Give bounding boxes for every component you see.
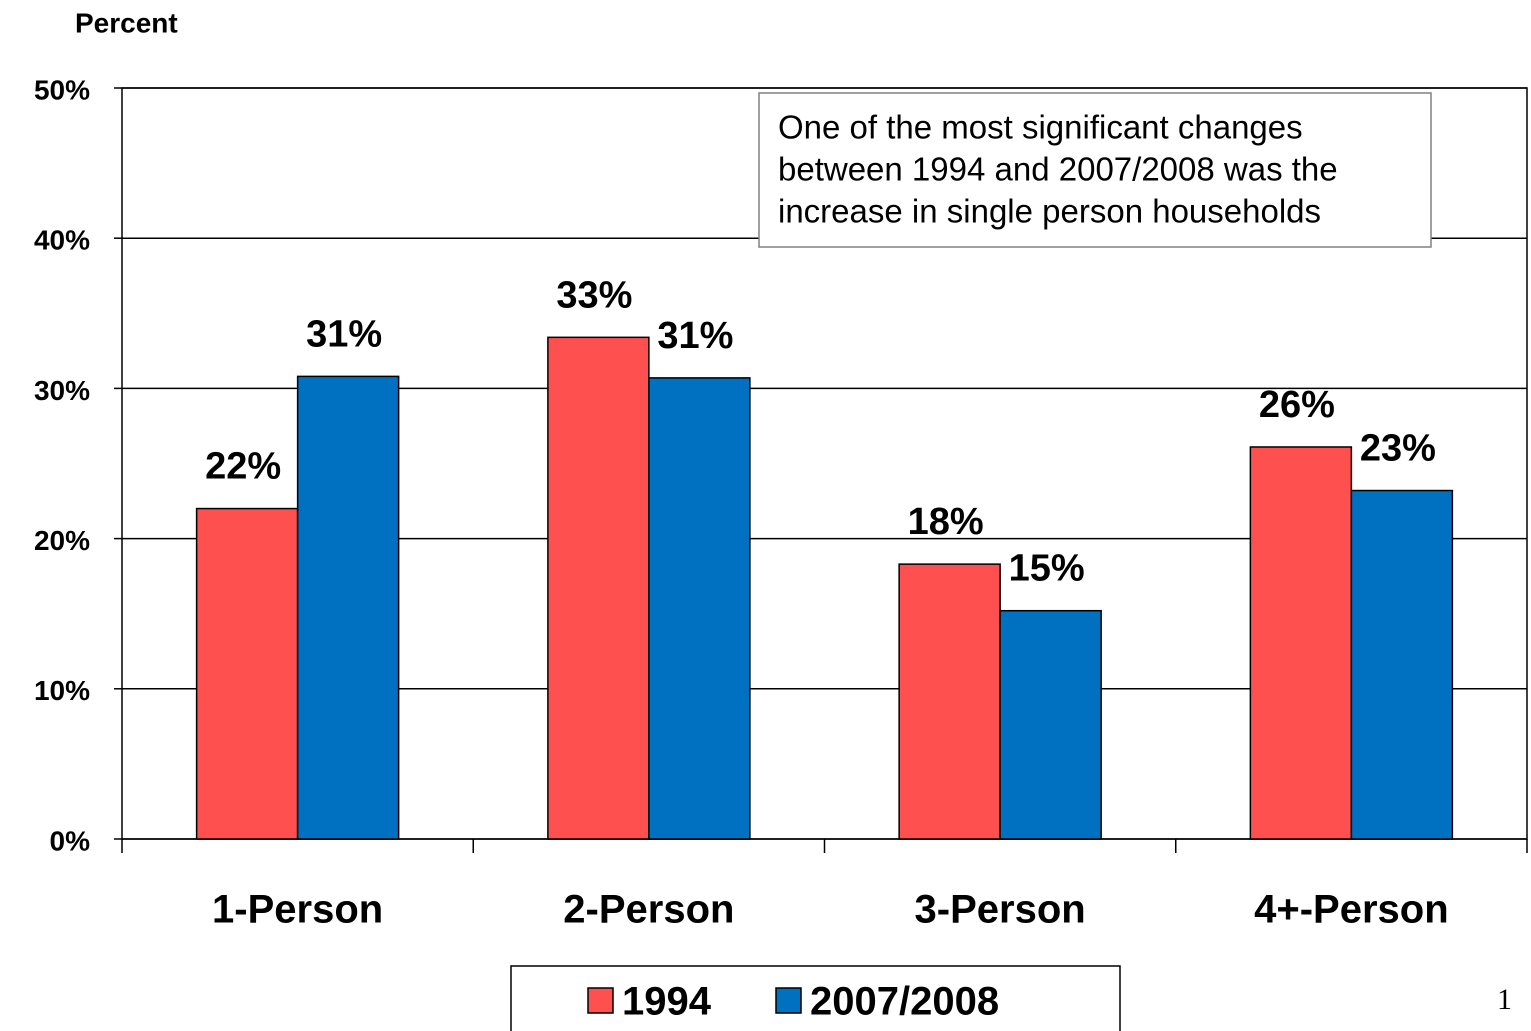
- y-tick-label: 10%: [34, 675, 90, 706]
- bar: [547, 336, 650, 840]
- annotation-text: One of the most significant changes: [778, 109, 1303, 146]
- value-label: 26%: [1259, 384, 1335, 426]
- bar: [1249, 446, 1353, 840]
- y-tick-label: 0%: [50, 825, 91, 856]
- x-tick-label: 4+-Person: [1254, 888, 1449, 932]
- value-label: 22%: [205, 446, 281, 488]
- x-tick-label: 1-Person: [212, 888, 383, 932]
- legend-swatch: [775, 987, 802, 1014]
- value-label: 33%: [556, 274, 632, 316]
- value-label: 18%: [908, 501, 984, 543]
- legend-label: 2007/2008: [810, 980, 999, 1024]
- value-label: 31%: [306, 313, 382, 355]
- legend-label: 1994: [622, 980, 712, 1024]
- value-label: 31%: [657, 315, 733, 357]
- value-label: 15%: [1009, 548, 1085, 590]
- bar: [648, 377, 751, 840]
- bar: [999, 609, 1102, 840]
- bar: [296, 375, 400, 840]
- value-label: 23%: [1360, 428, 1436, 470]
- annotation-text: increase in single person households: [778, 193, 1321, 230]
- bar: [1350, 489, 1454, 840]
- y-tick-label: 50%: [34, 74, 90, 105]
- bar: [195, 507, 299, 840]
- y-tick-label: 30%: [34, 375, 90, 406]
- x-tick-label: 3-Person: [915, 888, 1086, 932]
- annotation-text: between 1994 and 2007/2008 was the: [778, 151, 1338, 188]
- bar: [898, 563, 1001, 840]
- page-number: 1: [1497, 983, 1512, 1016]
- x-tick-label: 2-Person: [563, 888, 734, 932]
- y-tick-label: 20%: [34, 525, 90, 556]
- y-tick-label: 40%: [34, 225, 90, 256]
- y-axis-label: Percent: [75, 7, 178, 38]
- annotation-box: [758, 92, 1432, 248]
- legend-swatch: [587, 987, 614, 1014]
